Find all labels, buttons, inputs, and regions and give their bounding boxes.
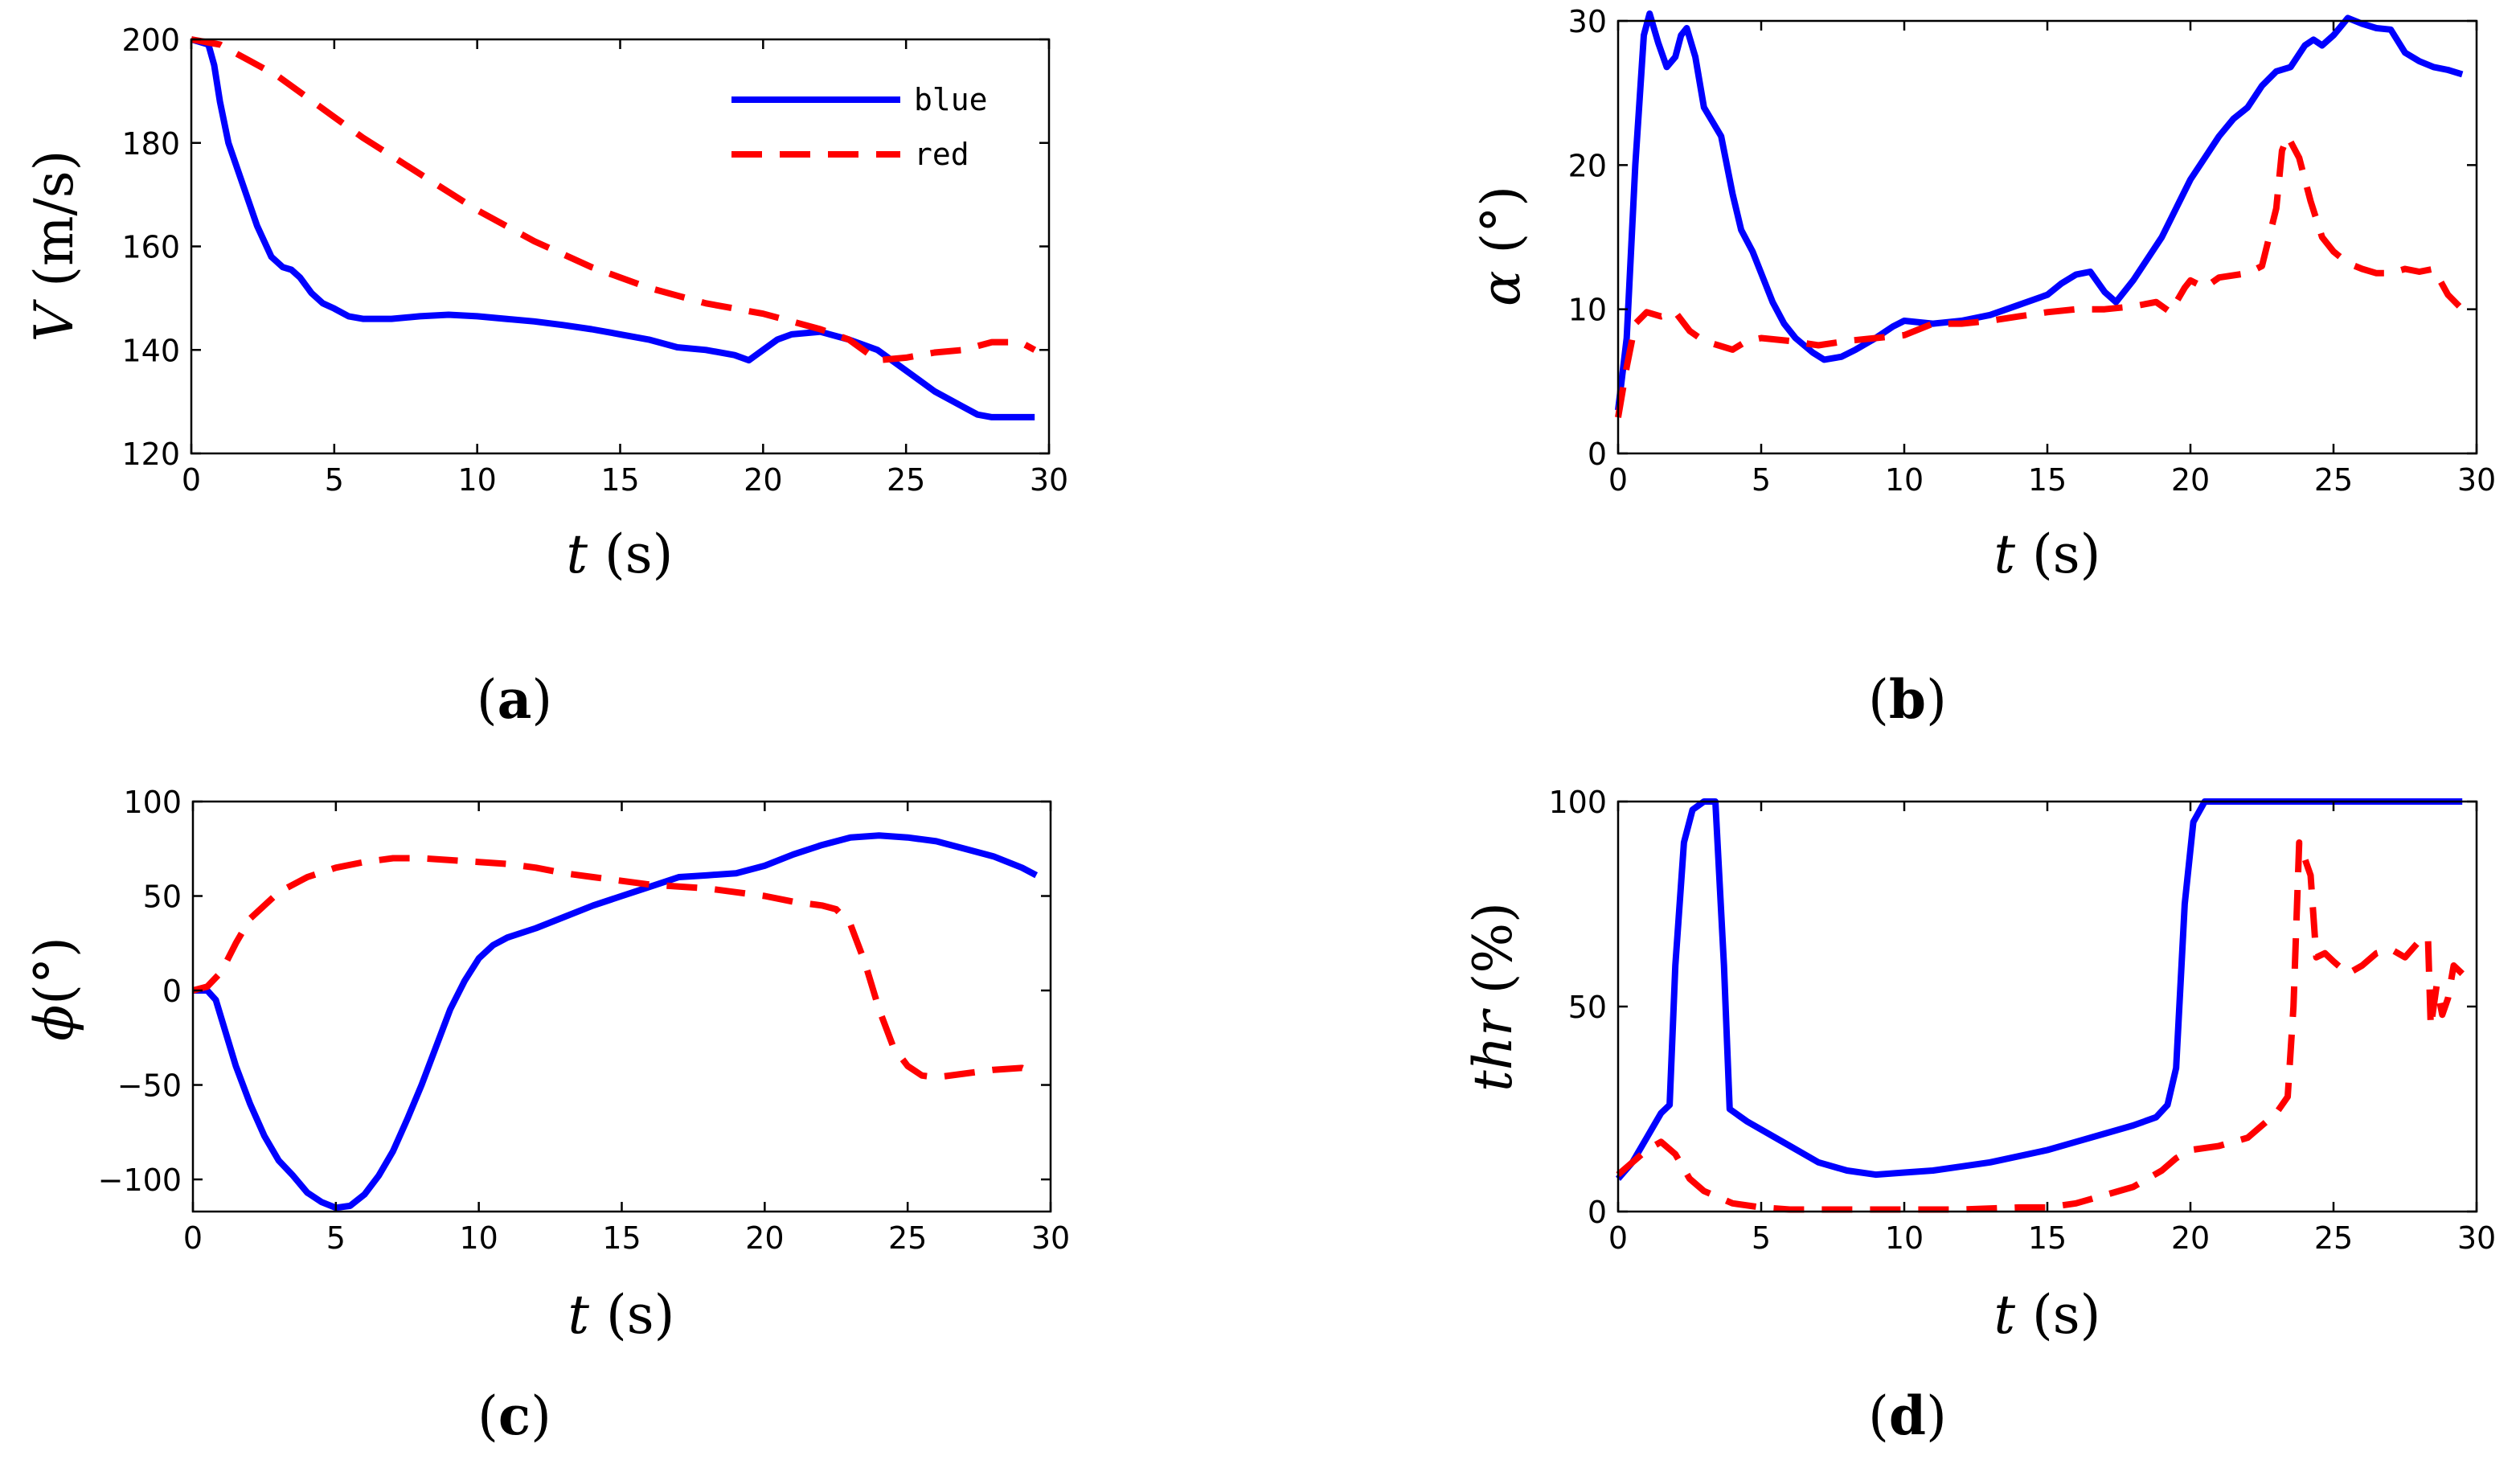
panel-d-series-red <box>1616 839 2465 1213</box>
panel-c-y-tick-label: −50 <box>117 1068 182 1104</box>
panel-d: 0 5 10 15 20 25 30 0 50 100 thr (%) t (s) (d) <box>1462 785 2496 1447</box>
panel-c-y-tick-label: 50 <box>143 880 182 915</box>
panel-b-y-tick-label: 10 <box>1568 293 1607 328</box>
panel-b-series-red <box>1615 133 2465 418</box>
panel-b-caption: (b) <box>1868 668 1947 731</box>
panel-d-y-axis-label: thr (%) <box>1462 902 1524 1092</box>
panel-c-x-tick-label: 20 <box>745 1220 784 1256</box>
panel-b-series-blue <box>1615 10 2464 411</box>
panel-c-x-tick-label: 5 <box>326 1220 346 1256</box>
panel-c-x-tick-label: 10 <box>459 1220 498 1256</box>
panel-c-series-blue <box>193 832 1039 1212</box>
panel-d-y-tick-label: 0 <box>1588 1195 1607 1230</box>
panel-c-plot-frame <box>191 800 1052 1213</box>
panel-a-legend: blue red <box>731 82 988 172</box>
panel-b-y-tick-label: 0 <box>1588 437 1607 472</box>
panel-d-x-tick-label: 20 <box>2171 1220 2210 1256</box>
panel-d-x-tick-label: 30 <box>2457 1220 2496 1256</box>
panel-c-y-tick-label: 100 <box>123 785 182 820</box>
panel-d-series-blue <box>1615 798 2463 1181</box>
panel-a-x-tick-label: 25 <box>887 462 925 498</box>
panel-d-caption: (d) <box>1868 1384 1947 1447</box>
panel-c-y-tick-label: 0 <box>162 974 182 1009</box>
panel-d-x-tick-label: 10 <box>1885 1220 1924 1256</box>
panel-c-series-layer <box>191 832 1039 1212</box>
panel-c: 0 5 10 15 20 25 30 −100 −50 0 50 100 ϕ(°) t (s) (c) <box>23 785 1070 1447</box>
panel-a-y-tick-label: 140 <box>121 333 180 368</box>
panel-b-x-tick-label: 0 <box>1608 462 1628 498</box>
panel-c-y-axis-label: ϕ(°) <box>23 937 85 1041</box>
panel-b-y-tick-label: 20 <box>1568 148 1607 183</box>
panel-d-x-tick-label: 5 <box>1752 1220 1771 1256</box>
panel-a-series-layer <box>190 36 1037 420</box>
panel-b-x-tick-label: 20 <box>2171 462 2210 498</box>
panel-c-y-tick-label: −100 <box>98 1163 182 1198</box>
panel-d-x-tick-label: 15 <box>2028 1220 2067 1256</box>
panel-b: 0 5 10 15 20 25 30 0 10 20 30 α (°) t (s) (b) <box>1470 4 2496 731</box>
panel-d-x-axis-label: t (s) <box>1994 1284 2101 1346</box>
panel-b-x-tick-label: 15 <box>2028 462 2067 498</box>
panel-d-x-tick-label: 25 <box>2314 1220 2353 1256</box>
panel-c-x-tick-label: 25 <box>888 1220 927 1256</box>
legend-label-blue: blue <box>914 82 988 117</box>
panel-c-series-red <box>191 855 1038 1081</box>
panel-b-x-tick-label: 5 <box>1752 462 1771 498</box>
legend-label-red: red <box>914 137 969 172</box>
panel-b-x-tick-label: 30 <box>2457 462 2496 498</box>
panel-c-ticks: 0 5 10 15 20 25 30 −100 −50 0 50 100 <box>98 785 1071 1256</box>
panel-b-ticks: 0 5 10 15 20 25 30 0 10 20 30 <box>1568 4 2497 498</box>
panel-a-ticks: 0 5 10 15 20 25 30 120 140 160 180 200 <box>121 23 1068 498</box>
panel-d-x-tick-label: 0 <box>1608 1220 1628 1256</box>
panel-a-y-tick-label: 120 <box>121 437 180 472</box>
panel-b-x-tick-label: 10 <box>1885 462 1924 498</box>
panel-a-y-tick-label: 200 <box>121 23 180 58</box>
panel-a-x-axis-label: t (s) <box>567 523 674 585</box>
panel-d-y-tick-label: 100 <box>1548 785 1607 820</box>
panel-a: 0 5 10 15 20 25 30 120 140 160 180 200 blue red V (… <box>23 23 1068 731</box>
panel-c-x-axis-label: t (s) <box>568 1284 675 1346</box>
panel-a-x-tick-label: 0 <box>182 462 201 498</box>
panel-a-y-tick-label: 180 <box>121 126 180 162</box>
panel-a-x-tick-label: 20 <box>744 462 782 498</box>
panel-c-x-tick-label: 15 <box>602 1220 641 1256</box>
panel-c-x-tick-label: 30 <box>1031 1220 1070 1256</box>
panel-b-x-axis-label: t (s) <box>1994 523 2101 585</box>
panel-a-x-tick-label: 10 <box>457 462 496 498</box>
panel-b-y-tick-label: 30 <box>1568 4 1607 39</box>
panel-a-x-tick-label: 30 <box>1030 462 1068 498</box>
panel-b-series-layer <box>1615 10 2465 418</box>
panel-a-y-axis-label: V (m/s) <box>23 150 85 342</box>
panel-a-y-tick-label: 160 <box>121 230 180 265</box>
panel-a-x-tick-label: 5 <box>325 462 344 498</box>
panel-b-x-tick-label: 25 <box>2314 462 2353 498</box>
panel-d-ticks: 0 5 10 15 20 25 30 0 50 100 <box>1548 785 2496 1256</box>
panel-d-y-tick-label: 50 <box>1568 990 1607 1025</box>
panel-b-y-axis-label: α (°) <box>1470 186 1532 306</box>
panel-c-x-tick-label: 0 <box>183 1220 203 1256</box>
panel-a-caption: (a) <box>477 668 552 731</box>
panel-a-x-tick-label: 15 <box>600 462 639 498</box>
panel-d-series-layer <box>1615 798 2465 1213</box>
panel-a-series-red <box>191 36 1037 364</box>
panel-c-caption: (c) <box>477 1384 551 1447</box>
